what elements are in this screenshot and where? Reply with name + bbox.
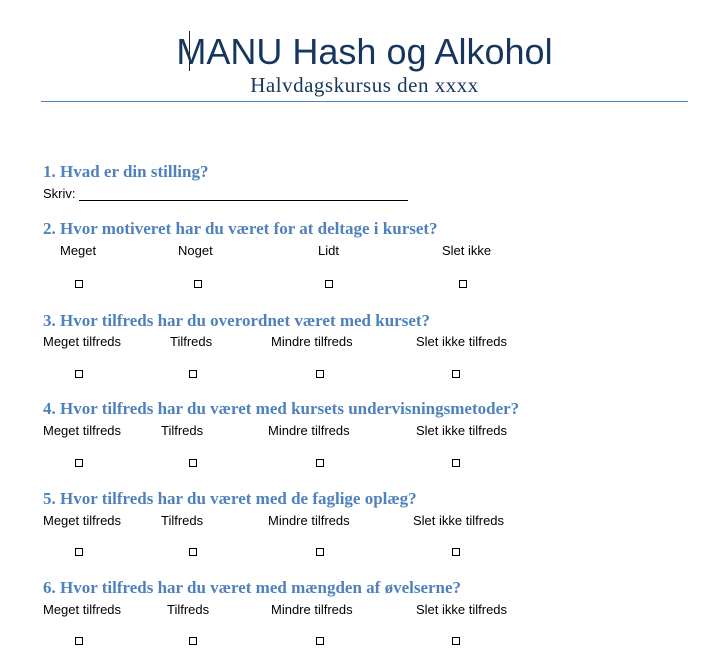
option-label: Slet ikke tilfreds: [416, 602, 508, 617]
checkbox[interactable]: [75, 548, 83, 556]
document-subtitle: Halvdagskursus den xxxx: [250, 73, 479, 97]
checkbox[interactable]: [75, 637, 83, 645]
checkbox[interactable]: [189, 370, 197, 378]
option-label: Slet ikke: [442, 243, 492, 258]
option-label: Meget tilfreds: [43, 513, 122, 528]
checkbox[interactable]: [189, 637, 197, 645]
checkbox[interactable]: [189, 548, 197, 556]
question-4: 4. Hvor tilfreds har du været med kurset…: [43, 399, 520, 418]
option-label: Tilfreds: [161, 513, 204, 528]
checkbox[interactable]: [316, 459, 324, 467]
checkbox[interactable]: [316, 548, 324, 556]
option-label: Lidt: [318, 243, 339, 258]
checkbox[interactable]: [75, 370, 83, 378]
option-label: Tilfreds: [161, 423, 204, 438]
checkbox[interactable]: [459, 280, 467, 288]
checkbox[interactable]: [189, 459, 197, 467]
option-label: Tilfreds: [170, 334, 213, 349]
question-3: 3. Hvor tilfreds har du overordnet været…: [43, 311, 431, 330]
option-label: Slet ikke tilfreds: [413, 513, 505, 528]
option-label: Mindre tilfreds: [268, 513, 350, 528]
option-label: Noget: [178, 243, 213, 258]
option-label: Slet ikke tilfreds: [416, 423, 508, 438]
question-6: 6. Hvor tilfreds har du været med mængde…: [43, 578, 462, 597]
option-label: Meget: [60, 243, 97, 258]
checkbox[interactable]: [325, 280, 333, 288]
option-label: Mindre tilfreds: [271, 334, 353, 349]
question-1: 1. Hvad er din stilling?: [43, 162, 209, 181]
checkbox[interactable]: [452, 370, 460, 378]
option-label: Tilfreds: [167, 602, 210, 617]
question-2: 2. Hvor motiveret har du været for at de…: [43, 219, 438, 238]
checkbox[interactable]: [452, 637, 460, 645]
question-5: 5. Hvor tilfreds har du været med de fag…: [43, 489, 417, 508]
document-title: MANU Hash og Alkohol: [176, 31, 553, 72]
write-label: Skriv:: [43, 186, 76, 201]
title-underline: [41, 101, 688, 102]
checkbox[interactable]: [452, 459, 460, 467]
checkbox[interactable]: [316, 637, 324, 645]
checkbox[interactable]: [316, 370, 324, 378]
checkbox[interactable]: [452, 548, 460, 556]
text-cursor: [189, 31, 190, 71]
option-label: Meget tilfreds: [43, 423, 122, 438]
option-label: Meget tilfreds: [43, 602, 122, 617]
checkbox[interactable]: [194, 280, 202, 288]
option-label: Meget tilfreds: [43, 334, 122, 349]
checkbox[interactable]: [75, 280, 83, 288]
checkbox[interactable]: [75, 459, 83, 467]
option-label: Slet ikke tilfreds: [416, 334, 508, 349]
option-label: Mindre tilfreds: [268, 423, 350, 438]
write-answer-line[interactable]: [79, 200, 408, 201]
option-label: Mindre tilfreds: [271, 602, 353, 617]
